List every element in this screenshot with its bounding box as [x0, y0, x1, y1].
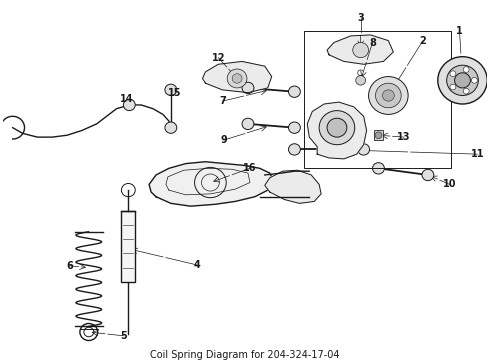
Text: 14: 14 — [120, 94, 133, 104]
Polygon shape — [149, 162, 275, 206]
Circle shape — [165, 84, 177, 95]
Circle shape — [289, 144, 300, 155]
Text: 15: 15 — [168, 87, 182, 98]
Circle shape — [123, 99, 135, 111]
Circle shape — [242, 118, 254, 130]
Text: 6: 6 — [67, 261, 74, 271]
Text: 11: 11 — [470, 149, 484, 159]
Text: 16: 16 — [243, 163, 257, 173]
Circle shape — [242, 82, 254, 94]
Circle shape — [471, 77, 477, 83]
Circle shape — [375, 83, 401, 108]
Circle shape — [372, 163, 384, 174]
Circle shape — [463, 67, 469, 72]
Circle shape — [422, 169, 434, 181]
Circle shape — [319, 111, 355, 145]
Circle shape — [450, 71, 456, 77]
Text: 2: 2 — [419, 36, 426, 46]
Text: 3: 3 — [357, 13, 364, 23]
Circle shape — [438, 57, 487, 104]
Text: 13: 13 — [397, 132, 411, 142]
Circle shape — [356, 76, 366, 85]
Polygon shape — [307, 102, 367, 159]
Polygon shape — [202, 62, 271, 93]
Circle shape — [289, 122, 300, 133]
Text: 4: 4 — [193, 260, 200, 270]
Text: 10: 10 — [443, 179, 456, 189]
Text: 12: 12 — [212, 53, 225, 63]
Circle shape — [382, 90, 394, 101]
Circle shape — [358, 144, 369, 155]
Circle shape — [227, 69, 247, 88]
Text: Coil Spring Diagram for 204-324-17-04: Coil Spring Diagram for 204-324-17-04 — [150, 350, 340, 360]
Text: 7: 7 — [219, 96, 225, 106]
Circle shape — [327, 118, 347, 137]
Circle shape — [455, 73, 470, 88]
Circle shape — [232, 74, 242, 83]
Polygon shape — [265, 170, 321, 203]
Circle shape — [289, 86, 300, 98]
Circle shape — [450, 84, 456, 90]
Circle shape — [463, 88, 469, 94]
Bar — [373, 130, 383, 140]
Circle shape — [165, 122, 177, 133]
Bar — [304, 31, 451, 168]
Circle shape — [353, 42, 368, 58]
Text: 9: 9 — [221, 135, 228, 145]
Circle shape — [447, 65, 478, 95]
Text: 1: 1 — [456, 26, 463, 36]
Text: 5: 5 — [120, 331, 127, 341]
Polygon shape — [327, 35, 393, 64]
Bar — [122, 211, 135, 282]
Circle shape — [368, 77, 408, 114]
Circle shape — [375, 132, 382, 139]
Text: 8: 8 — [369, 37, 376, 48]
